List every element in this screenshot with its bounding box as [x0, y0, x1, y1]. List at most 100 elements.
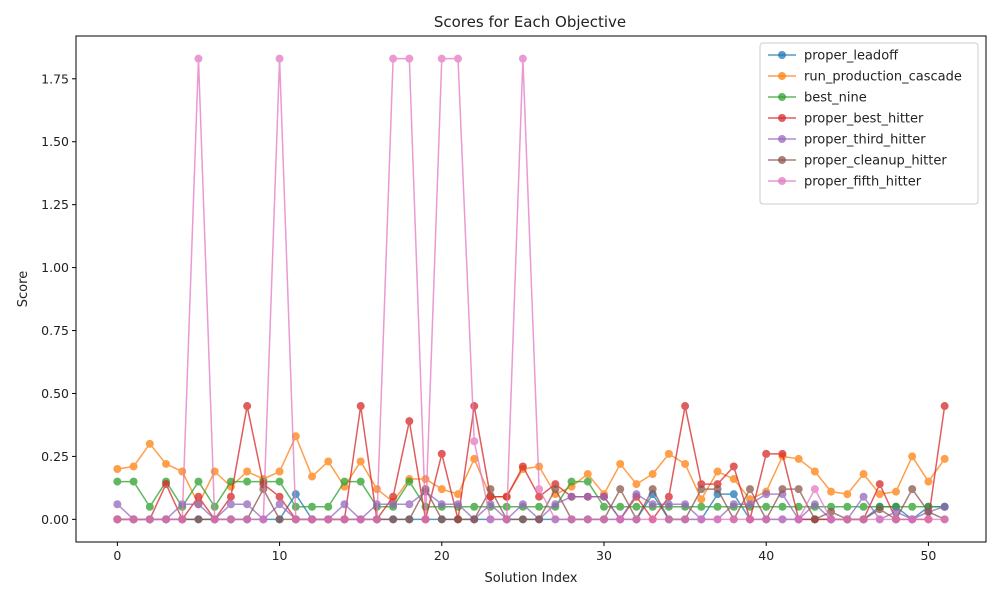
data-point: [599, 502, 608, 511]
data-point: [616, 485, 625, 494]
data-point: [924, 515, 933, 524]
data-point: [502, 492, 511, 501]
y-axis: 0.00 0.25 0.50 0.75 1.00 1.25 1.50 1.75: [41, 71, 76, 527]
data-point: [275, 477, 284, 486]
series-line: [117, 480, 945, 508]
data-point: [632, 515, 641, 524]
data-point: [308, 515, 317, 524]
data-point: [940, 515, 949, 524]
data-point: [437, 500, 446, 509]
data-point: [632, 480, 641, 489]
x-tick-label: 30: [596, 548, 612, 563]
data-point: [389, 515, 398, 524]
data-point: [697, 495, 706, 504]
data-point: [648, 485, 657, 494]
data-point: [210, 515, 219, 524]
data-point: [259, 485, 268, 494]
data-point: [405, 500, 414, 509]
y-axis-label: Score: [16, 271, 31, 307]
data-point: [178, 515, 187, 524]
y-tick-label: 0.00: [41, 512, 69, 527]
data-point: [713, 467, 722, 476]
data-point: [324, 502, 333, 511]
data-point: [162, 459, 171, 468]
data-point: [859, 502, 868, 511]
data-point: [762, 449, 771, 458]
data-point: [778, 502, 787, 511]
data-point: [810, 500, 819, 509]
data-point: [567, 515, 576, 524]
data-point: [291, 432, 300, 441]
data-point: [940, 502, 949, 511]
y-tick-label: 1.50: [41, 134, 69, 149]
data-point: [794, 454, 803, 463]
data-point: [583, 477, 592, 486]
data-point: [405, 417, 414, 426]
data-point: [778, 485, 787, 494]
data-point: [908, 485, 917, 494]
data-point: [729, 462, 738, 471]
data-point: [729, 490, 738, 499]
data-point: [470, 454, 479, 463]
data-point: [275, 515, 284, 524]
data-point: [632, 490, 641, 499]
data-point: [891, 507, 900, 516]
data-point: [940, 402, 949, 411]
data-point: [875, 505, 884, 514]
data-point: [713, 515, 722, 524]
data-point: [745, 515, 754, 524]
data-point: [356, 457, 365, 466]
data-point: [389, 54, 398, 63]
data-point: [291, 515, 300, 524]
data-point: [616, 459, 625, 468]
data-point: [275, 467, 284, 476]
data-point: [340, 477, 349, 486]
x-axis-label: Solution Index: [485, 571, 578, 586]
data-point: [356, 515, 365, 524]
data-point: [713, 502, 722, 511]
data-point: [859, 492, 868, 501]
data-point: [470, 437, 479, 446]
data-point: [194, 500, 203, 509]
legend-item-proper_third_hitter: proper_third_hitter: [768, 133, 926, 148]
data-point: [681, 500, 690, 509]
data-point: [859, 515, 868, 524]
data-point: [810, 467, 819, 476]
y-tick-label: 0.75: [41, 323, 69, 338]
series-line: [116, 490, 945, 521]
data-point: [583, 470, 592, 479]
data-point: [389, 492, 398, 501]
data-point: [567, 492, 576, 501]
data-point: [437, 485, 446, 494]
legend-label: proper_third_hitter: [804, 133, 926, 148]
x-tick-label: 40: [758, 548, 774, 563]
legend-marker: [778, 156, 786, 164]
data-point: [437, 54, 446, 63]
data-point: [535, 485, 544, 494]
data-point: [308, 502, 317, 511]
x-tick-label: 20: [434, 548, 450, 563]
data-point: [762, 502, 771, 511]
data-point: [194, 477, 203, 486]
data-point: [226, 500, 235, 509]
data-point: [129, 462, 138, 471]
data-point: [551, 485, 560, 494]
data-point: [518, 54, 527, 63]
data-point: [454, 500, 463, 509]
data-point: [356, 402, 365, 411]
data-point: [599, 515, 608, 524]
legend-marker: [778, 93, 786, 101]
legend-item-proper_leadoff: proper_leadoff: [768, 49, 899, 64]
data-point: [778, 449, 787, 458]
data-point: [470, 502, 479, 511]
data-point: [810, 485, 819, 494]
data-point: [924, 477, 933, 486]
legend-item-proper_fifth_hitter: proper_fifth_hitter: [768, 175, 922, 190]
data-point: [794, 515, 803, 524]
data-point: [129, 477, 138, 486]
data-point: [778, 515, 787, 524]
data-point: [681, 402, 690, 411]
data-point: [908, 452, 917, 461]
data-point: [243, 515, 252, 524]
data-point: [275, 54, 284, 63]
